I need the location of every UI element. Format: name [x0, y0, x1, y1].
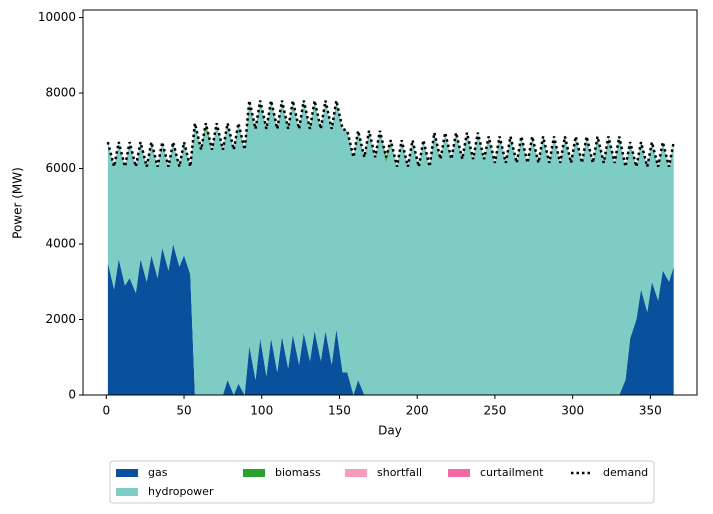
plot-frame: [82, 9, 698, 396]
x-axis-label: Day: [378, 424, 402, 438]
legend-label: shortfall: [377, 466, 422, 479]
legend-label: hydropower: [148, 485, 214, 498]
x-tick-label: 150: [328, 404, 351, 418]
legend-swatch: [116, 488, 138, 496]
x-tick-label: 50: [176, 404, 191, 418]
legend-swatch: [243, 469, 265, 477]
area: [107, 244, 674, 395]
area: [107, 100, 674, 396]
y-tick-label: 10000: [38, 10, 76, 24]
y-tick-label: 4000: [45, 237, 76, 251]
demand-line: [106, 100, 675, 167]
legend-swatch: [116, 469, 138, 477]
y-tick-label: 0: [68, 388, 76, 402]
y-tick-label: 6000: [45, 161, 76, 175]
y-tick-label: 2000: [45, 312, 76, 326]
x-tick-label: 0: [102, 404, 110, 418]
x-tick-label: 250: [483, 404, 506, 418]
y-axis-label: Power (MW): [11, 167, 25, 239]
legend-label: gas: [148, 466, 168, 479]
legend-label: biomass: [275, 466, 321, 479]
y-tick-label: 8000: [45, 86, 76, 100]
x-tick-label: 100: [250, 404, 273, 418]
x-tick-label: 350: [639, 404, 662, 418]
legend-label: demand: [603, 466, 648, 479]
x-tick-label: 300: [561, 404, 584, 418]
legend-swatch: [448, 469, 470, 477]
legend-swatch: [345, 469, 367, 477]
legend-label: curtailment: [480, 466, 544, 479]
x-tick-label: 200: [406, 404, 429, 418]
